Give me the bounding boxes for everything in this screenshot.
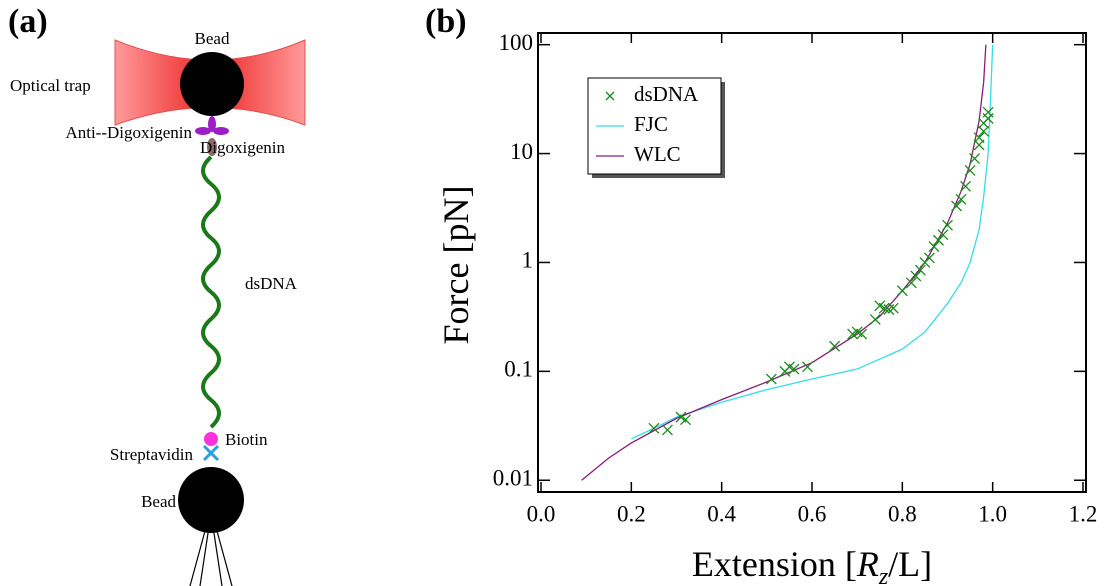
data-point — [856, 328, 868, 340]
x-axis-label-part: z — [878, 564, 889, 586]
bottom-bead — [178, 467, 244, 533]
data-line — [631, 44, 994, 440]
data-point — [648, 422, 660, 434]
data-point — [951, 200, 962, 212]
y-tick-label: 100 — [499, 30, 534, 55]
y-tick-label: 1 — [522, 248, 534, 273]
dna-label: dsDNA — [245, 274, 298, 293]
data-point — [960, 180, 972, 192]
data-point — [933, 234, 944, 246]
data-point — [942, 219, 953, 231]
anti-digoxigenin-label: Anti--Digoxigenin — [65, 123, 192, 142]
biotin-shape — [204, 432, 218, 446]
x-tick-label: 0.6 — [798, 501, 827, 526]
y-tick-label: 0.1 — [504, 357, 533, 382]
y-tick-label: 0.01 — [493, 466, 533, 491]
data-point — [914, 264, 926, 276]
data-point — [978, 125, 990, 137]
digoxigenin-shape — [207, 138, 217, 156]
micropipette — [189, 519, 233, 586]
legend-label: WLC — [634, 142, 681, 166]
x-axis-label-part: Extension [ — [692, 544, 857, 584]
diagram: (a) Bead Optical trap Anti--Digoxigenin … — [8, 3, 306, 586]
data-point — [829, 340, 841, 352]
legend-marker — [605, 91, 615, 101]
anti-digoxigenin-shape — [195, 116, 229, 135]
data-point — [928, 241, 940, 253]
data-point — [887, 302, 899, 314]
x-tick-label: 0.2 — [617, 501, 646, 526]
data-line — [581, 44, 987, 481]
x-axis-label-part: R — [856, 544, 879, 584]
biotin-label: Biotin — [225, 430, 268, 449]
panel-label: (b) — [425, 3, 467, 40]
x-axis-label-part: /L] — [888, 544, 932, 584]
streptavidin-label: Streptavidin — [110, 445, 194, 464]
x-axis-label: Extension [Rz/L] — [692, 544, 932, 586]
trap-label: Optical trap — [10, 76, 91, 95]
data-point — [802, 361, 813, 373]
data-point — [964, 164, 976, 176]
x-tick-label: 1.0 — [978, 501, 1007, 526]
legend-label: FJC — [634, 112, 668, 136]
streptavidin-shape — [202, 444, 220, 462]
data-point — [662, 424, 673, 436]
digoxigenin-label: Digoxigenin — [200, 138, 285, 157]
y-axis-label: Force [pN] — [436, 186, 476, 345]
data-point — [765, 373, 777, 385]
data-point — [937, 229, 949, 241]
data-point — [969, 153, 981, 165]
x-tick-label: 0.8 — [888, 501, 917, 526]
bottom-bead-label: Bead — [141, 492, 176, 511]
data-point — [680, 414, 691, 426]
legend-label: dsDNA — [634, 82, 699, 106]
x-tick-label: 0.4 — [707, 501, 736, 526]
trap-bead — [180, 52, 244, 116]
data-point — [955, 193, 967, 205]
data-point — [982, 106, 994, 118]
bead-label: Bead — [195, 29, 230, 48]
dna-strand — [201, 155, 221, 429]
data-point — [910, 270, 922, 282]
data-point — [973, 132, 985, 144]
data-point — [923, 252, 935, 264]
data-point — [869, 313, 881, 325]
data-point — [896, 285, 908, 297]
x-tick-label: 0.0 — [527, 501, 556, 526]
data-point — [788, 363, 800, 375]
x-tick-label: 1.2 — [1069, 501, 1098, 526]
panel-label: (a) — [8, 3, 48, 40]
data-point — [905, 277, 917, 289]
y-tick-label: 10 — [510, 139, 533, 164]
